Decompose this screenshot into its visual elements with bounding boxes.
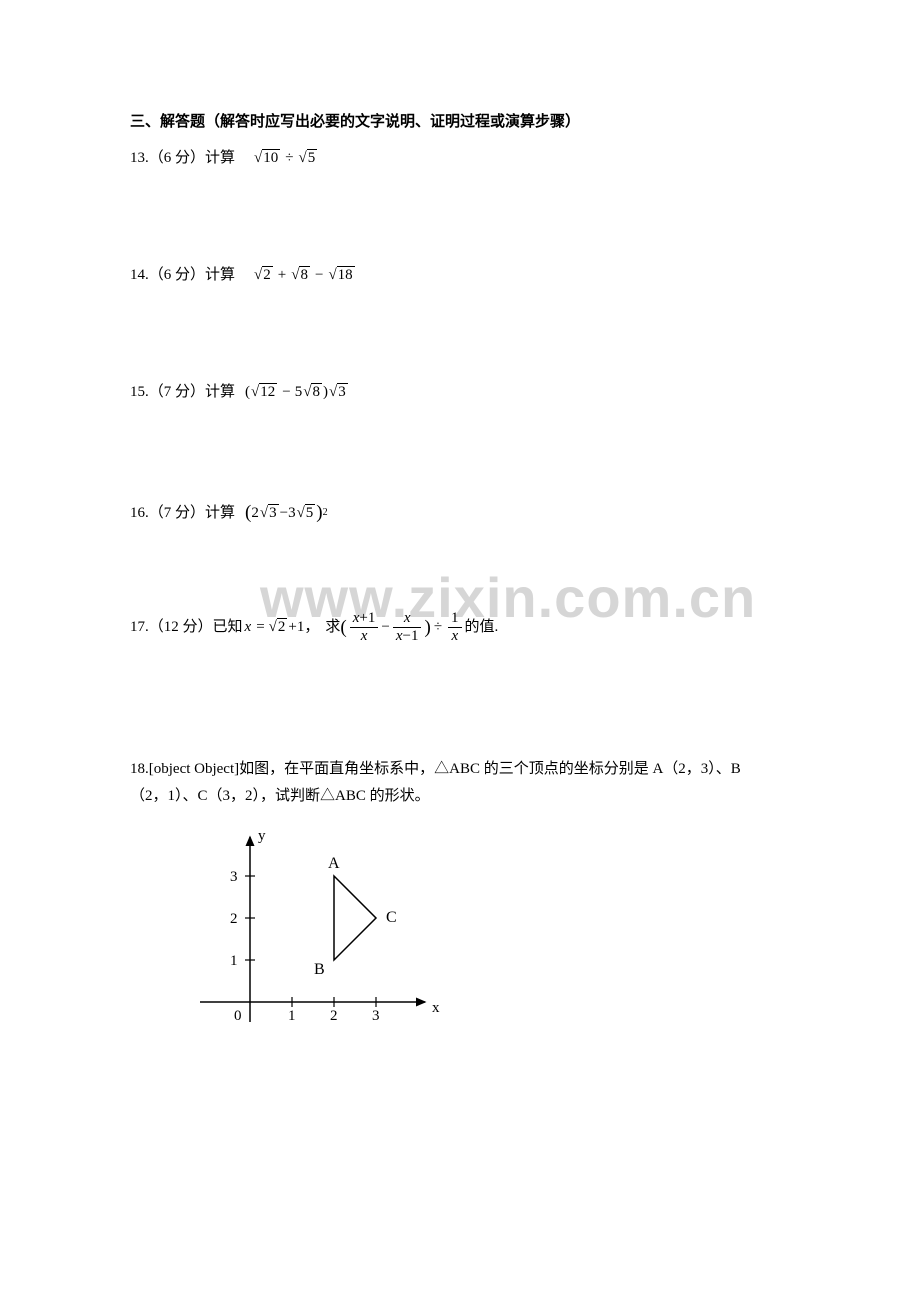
q14-minus: −: [315, 262, 323, 289]
question-16: 16. （7 分） 计算 ( 2 √3 − 3 √5 ) 2: [130, 496, 790, 530]
q17-div: ÷: [434, 614, 442, 641]
sqrt-12: √12: [251, 379, 277, 406]
sqrt-10: √10: [254, 145, 280, 172]
sqrt-5b: √5: [297, 500, 316, 527]
point-C-label: C: [386, 909, 397, 926]
q15-rp: ): [323, 379, 328, 406]
q13-label: 计算: [205, 145, 235, 172]
q13-number: 13.: [130, 145, 149, 172]
q14-number: 14.: [130, 262, 149, 289]
point-A-label: A: [328, 855, 340, 872]
question-14: 14. （6 分） 计算 √2 + √8 − √18: [130, 262, 790, 289]
sqrt-5: √5: [299, 145, 318, 172]
question-15: 15. （7 分） 计算 ( √12 − 5 √8 ) √3: [130, 379, 790, 406]
q17-number: 17.: [130, 614, 149, 641]
page-content: 三、解答题（解答时应写出必要的文字说明、证明过程或演算步骤） 13. （6 分）…: [130, 110, 790, 1052]
coordinate-diagram: y x 0 3 2 1 1 2 3 A B C: [190, 822, 790, 1052]
q14-plus: +: [278, 262, 286, 289]
q18-text1: 如图，在平面直角坐标系中，△ABC 的三个顶点的坐标分别是 A（2，3）、B: [239, 756, 741, 783]
question-13: 13. （6 分） 计算 √10 ÷ √5: [130, 145, 790, 172]
q16-coef-b: 3: [288, 500, 296, 527]
frac-3: 1 x: [448, 610, 462, 646]
axis-x-label: x: [432, 1000, 440, 1016]
ytick-1: 1: [230, 953, 238, 969]
sqrt-8b: √8: [303, 379, 322, 406]
xtick-1: 1: [288, 1008, 296, 1024]
q16-number: 16.: [130, 500, 149, 527]
frac-1: x+1 x: [350, 610, 379, 646]
origin-label: 0: [234, 1008, 242, 1024]
question-18: 18. [object Object] 如图，在平面直角坐标系中，△ABC 的三…: [130, 756, 790, 1052]
q17-minus: −: [381, 614, 389, 641]
ytick-3: 3: [230, 869, 238, 885]
q14-label: 计算: [205, 262, 235, 289]
q17-rp: ): [424, 611, 430, 645]
sqrt-8: √8: [291, 262, 310, 289]
section-title: 三、解答题（解答时应写出必要的文字说明、证明过程或演算步骤）: [130, 110, 790, 131]
q15-coef: 5: [295, 379, 303, 406]
q18-text2: （2，1）、C（3，2），试判断△ABC 的形状。: [130, 783, 430, 810]
q16-minus: −: [280, 500, 288, 527]
q17-points: （12 分）: [149, 614, 213, 641]
q15-points: （7 分）: [149, 379, 205, 406]
q18-number: 18.: [130, 756, 149, 783]
sqrt-18: √18: [328, 262, 354, 289]
q14-points: （6 分）: [149, 262, 205, 289]
q17-comma: ，: [304, 614, 319, 641]
q17-eq: =: [256, 614, 264, 641]
q16-points: （7 分）: [149, 500, 205, 527]
q17-prefix: 已知: [213, 614, 243, 641]
q17-var: x: [245, 614, 252, 641]
q15-lp: (: [245, 379, 250, 406]
sqrt-3-outer: √3: [329, 379, 348, 406]
q17-plus1: +1: [288, 614, 304, 641]
ytick-2: 2: [230, 911, 238, 927]
q17-lp: (: [340, 611, 346, 645]
sqrt-2: √2: [254, 262, 273, 289]
q15-label: 计算: [205, 379, 235, 406]
q13-points: （6 分）: [149, 145, 205, 172]
q13-op: ÷: [285, 145, 293, 172]
q17-tail: 的值.: [465, 614, 499, 641]
axis-y-label: y: [258, 828, 266, 844]
xtick-3: 3: [372, 1008, 380, 1024]
q18-points: [object Object]: [149, 756, 239, 783]
question-17: 17. （12 分） 已知 x = √2 +1 ， 求 ( x+1 x − x …: [130, 610, 790, 646]
xtick-2: 2: [330, 1008, 338, 1024]
point-B-label: B: [314, 961, 325, 978]
q17-qiu: 求: [325, 614, 340, 641]
q15-number: 15.: [130, 379, 149, 406]
q16-label: 计算: [205, 500, 235, 527]
frac-2: x x−1: [393, 610, 422, 646]
sqrt-3b: √3: [260, 500, 279, 527]
q16-exp: 2: [323, 504, 328, 522]
sqrt-2c: √2: [269, 614, 288, 641]
q16-coef-a: 2: [251, 500, 259, 527]
q15-minus: −: [282, 379, 290, 406]
